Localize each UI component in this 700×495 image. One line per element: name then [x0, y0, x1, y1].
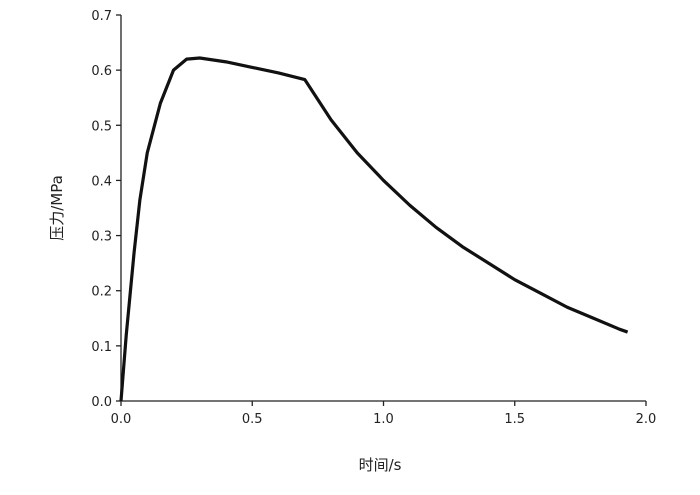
y-tick-label: 0.1 — [91, 340, 112, 355]
y-tick-label: 0.4 — [91, 174, 112, 189]
x-axis-label: 时间/s — [359, 456, 402, 474]
y-tick-label: 0.7 — [91, 9, 112, 24]
x-tick-label: 0.0 — [111, 412, 132, 427]
y-tick-label: 0.5 — [91, 119, 112, 134]
x-tick-label: 2.0 — [636, 412, 657, 427]
data-line — [119, 56, 629, 402]
x-tick-label: 1.5 — [504, 412, 525, 427]
x-tick-label: 1.0 — [373, 412, 394, 427]
y-tick-label: 0.2 — [91, 285, 112, 300]
y-tick-label: 0.3 — [91, 230, 112, 245]
x-tick-label: 0.5 — [242, 412, 263, 427]
y-tick-label: 0.6 — [91, 64, 112, 79]
y-axis-label: 压力/MPa — [48, 175, 66, 241]
y-tick-label: 0.0 — [91, 395, 112, 410]
